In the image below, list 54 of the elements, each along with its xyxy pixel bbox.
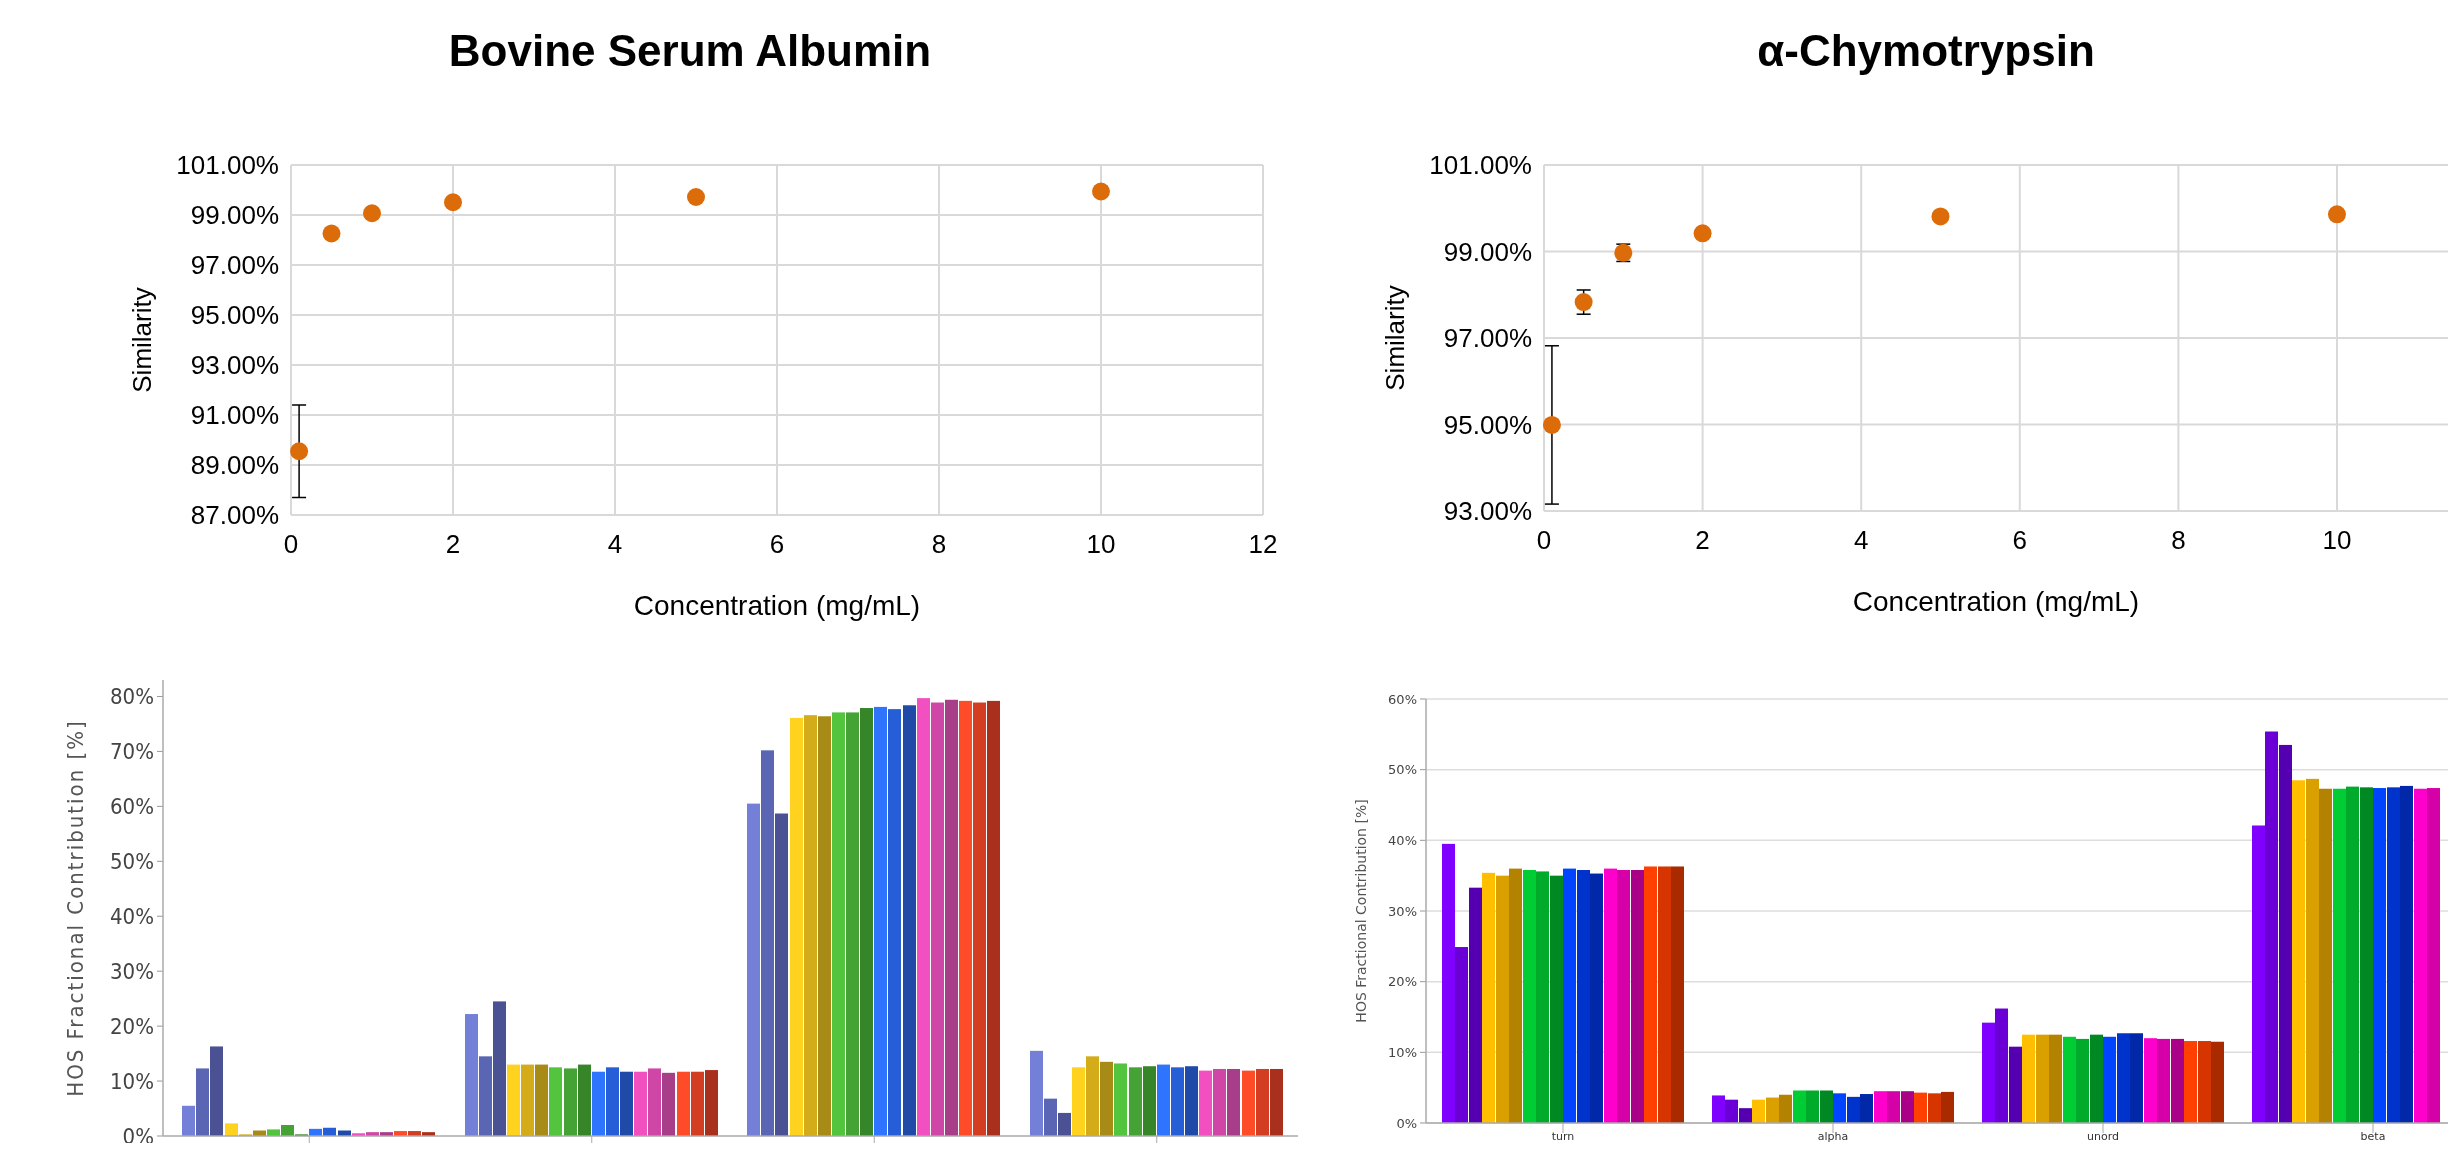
y-tick-label: 20% [1388,974,1417,990]
y-tick-label: 89.00% [190,450,279,481]
y-tick-label: 50% [1388,762,1417,778]
x-tick-label: 6 [2012,525,2028,555]
x-tick-label: 2 [445,529,461,559]
x-tick-label: 12 [1248,529,1278,559]
y-axis-title: HOS Fractional Contribution [%] [63,719,88,1097]
chart-title: Bovine Serum Albumin [448,26,932,75]
y-tick-label: 95.00% [1443,409,1532,440]
y-tick-label: 91.00% [190,400,279,431]
y-tick-label: 97.00% [1443,323,1532,354]
x-tick-label: 4 [607,529,623,559]
y-tick-label: 40% [110,903,154,929]
y-tick-label: 80% [110,684,154,710]
y-tick-label: 20% [110,1013,154,1039]
y-tick-label: 60% [1388,691,1417,707]
y-tick-label: 50% [110,849,154,874]
x-tick-label: 2 [1695,525,1710,555]
x-tick-label: 10 [2322,525,2352,555]
y-tick-label: 99.00% [190,200,279,231]
y-tick-label: 40% [1388,832,1417,848]
y-axis-title: Similarity [127,287,157,393]
y-tick-label: 97.00% [190,250,279,281]
y-tick-label: 101.00% [1429,150,1532,181]
x-tick-label: turn [1551,1130,1575,1143]
y-tick-label: 95.00% [190,300,279,331]
x-tick-label: 8 [2171,525,2186,555]
y-axis-title: Similarity [1380,285,1410,391]
y-tick-label: 60% [110,794,154,820]
y-tick-label: 93.00% [190,350,279,381]
y-tick-label: 99.00% [1443,236,1532,267]
x-tick-label: 6 [769,529,785,559]
y-tick-label: 0% [1396,1115,1417,1131]
x-tick-label: 8 [931,529,947,559]
y-tick-label: 10% [110,1068,154,1094]
y-tick-label: 10% [1388,1044,1417,1060]
x-tick-label: unord [2087,1130,2119,1143]
x-tick-label: 4 [1853,525,1869,555]
x-tick-label: alpha [1817,1130,1849,1143]
y-tick-label: 87.00% [190,500,279,531]
x-tick-label: beta [2360,1130,2386,1143]
chart-title: α-Chymotrypsin [1757,26,2095,75]
x-tick-label: 0 [283,529,299,559]
y-tick-label: 30% [1388,903,1417,919]
x-axis-title: Concentration (mg/mL) [1852,586,2140,617]
x-tick-label: 10 [1086,529,1116,559]
y-tick-label: 0% [122,1123,154,1149]
y-tick-label: 101.00% [176,150,279,181]
y-tick-label: 70% [110,739,154,765]
y-tick-label: 30% [110,958,154,984]
x-axis-title: Concentration (mg/mL) [633,590,921,621]
y-tick-label: 93.00% [1443,496,1532,527]
x-tick-label: 0 [1536,525,1552,555]
y-axis-title: HOS Fractional Contribution [%] [1353,799,1369,1023]
